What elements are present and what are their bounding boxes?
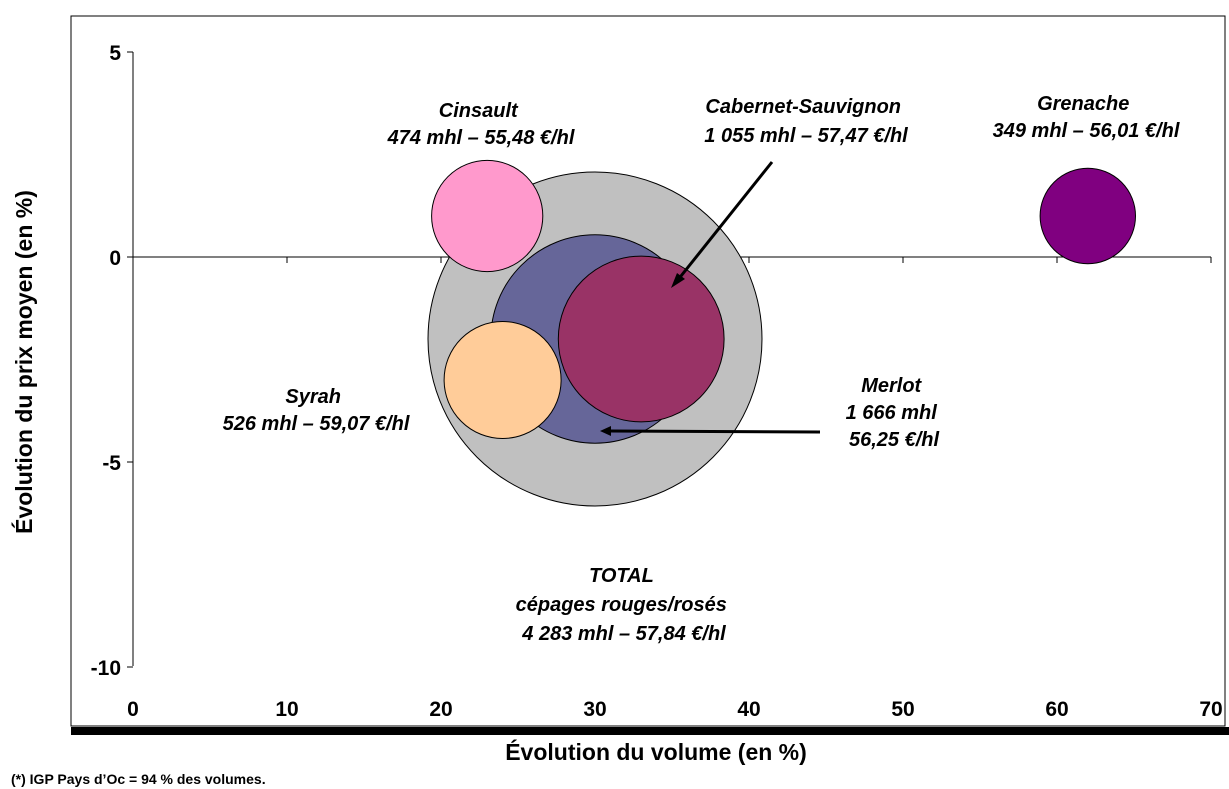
cabernet-arrow-head [671, 273, 685, 288]
y-ticks: 5 0 -5 -10 [91, 42, 133, 680]
grenache-label: Grenache 349 mhl – 56,01 €/hl [993, 93, 1180, 142]
cinsault-label: Cinsault 474 mhl – 55,48 €/hl [387, 100, 575, 149]
bubble-grenache [1039, 167, 1137, 265]
merlot-arrow [609, 429, 821, 434]
merlot-arrow-head [600, 426, 611, 436]
bubbles [427, 159, 1137, 507]
x-tick-label: 70 [1199, 698, 1222, 721]
y-tick-label: 5 [109, 42, 121, 65]
arrows [600, 161, 821, 436]
cabernet-label-line: 1 055 mhl – 57,47 €/hl [704, 125, 908, 147]
bubble-syrah [443, 321, 562, 439]
x-ticks: 0 10 20 30 40 50 60 70 [127, 257, 1223, 721]
cabernet-label-line: Cabernet-Sauvignon [705, 96, 901, 118]
merlot-label-line: 56,25 €/hl [849, 429, 940, 451]
total-label: TOTAL cépages rouges/rosés 4 283 mhl – 5… [516, 565, 733, 645]
x-tick-label: 10 [275, 698, 298, 721]
total-label-line: cépages rouges/rosés [516, 594, 727, 616]
bubble-cabernet-sauvignon [557, 255, 725, 423]
total-label-line: 4 283 mhl – 57,84 €/hl [521, 623, 726, 645]
x-tick-label: 60 [1045, 698, 1068, 721]
y-axis-title: Évolution du prix moyen (en %) [10, 190, 37, 534]
cabernet-arrow [675, 161, 774, 282]
bubble-labels: Cinsault 474 mhl – 55,48 €/hl Cabernet-S… [223, 93, 1180, 645]
cinsault-label-line: 474 mhl – 55,48 €/hl [387, 127, 575, 149]
merlot-label: Merlot 1 666 mhl 56,25 €/hl [846, 375, 943, 451]
bubble-cinsault [431, 159, 544, 273]
grenache-label-line: Grenache [1037, 93, 1129, 115]
x-tick-label: 40 [737, 698, 760, 721]
syrah-label: Syrah 526 mhl – 59,07 €/hl [223, 386, 410, 435]
x-tick-label: 50 [891, 698, 914, 721]
footnote: (*) IGP Pays d’Oc = 94 % des volumes. [11, 771, 266, 787]
syrah-label-line: Syrah [285, 386, 341, 408]
cinsault-label-line: Cinsault [439, 100, 519, 122]
y-tick-label: 0 [109, 247, 121, 270]
grenache-label-line: 349 mhl – 56,01 €/hl [993, 120, 1180, 142]
y-tick-label: -5 [102, 452, 121, 475]
cabernet-label: Cabernet-Sauvignon 1 055 mhl – 57,47 €/h… [704, 96, 908, 147]
merlot-label-line: 1 666 mhl [846, 402, 938, 424]
x-tick-label: 20 [429, 698, 452, 721]
x-tick-label: 0 [127, 698, 139, 721]
y-tick-label: -10 [91, 657, 121, 680]
merlot-label-line: Merlot [861, 375, 922, 397]
total-label-line: TOTAL [589, 565, 654, 587]
syrah-label-line: 526 mhl – 59,07 €/hl [223, 413, 410, 435]
x-axis-title: Évolution du volume (en %) [505, 738, 807, 765]
x-tick-label: 30 [583, 698, 606, 721]
